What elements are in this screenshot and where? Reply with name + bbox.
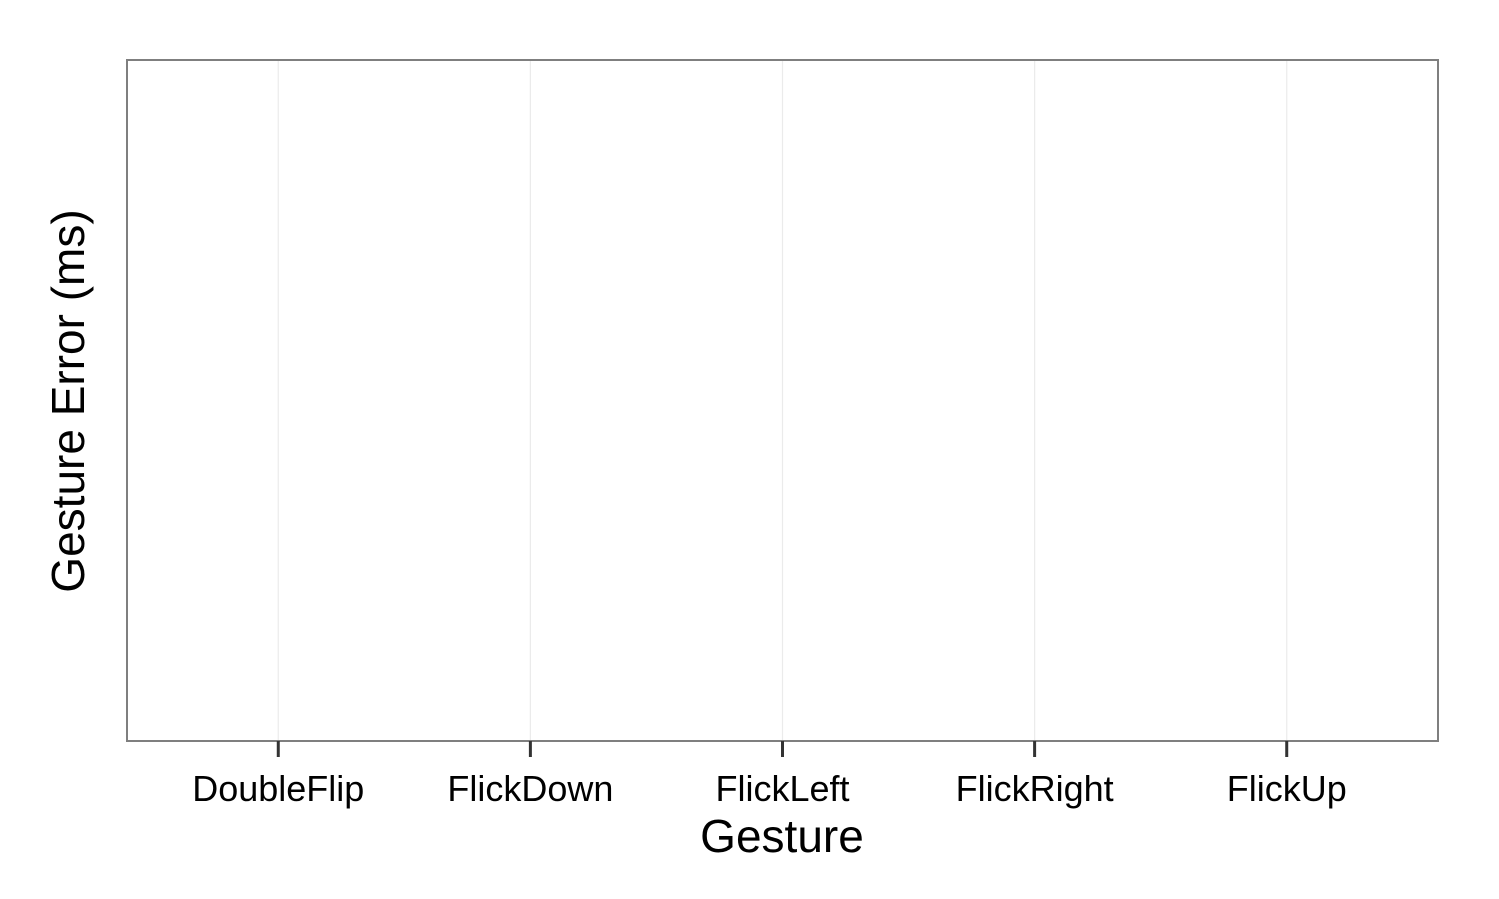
y-axis-title: Gesture Error (ms) [42,209,94,592]
x-axis-title: Gesture [700,810,864,862]
x-tick-label: FlickDown [447,768,613,809]
x-tick-label: FlickLeft [715,768,849,809]
x-tick-label: DoubleFlip [192,768,364,809]
x-axis-tick-labels: DoubleFlip FlickDown FlickLeft FlickRight Fl… [192,768,1347,809]
x-tick-label: FlickUp [1227,768,1347,809]
x-axis-ticks [276,741,1289,757]
x-tick-label: FlickRight [956,768,1114,809]
grid-lines [277,60,1288,741]
